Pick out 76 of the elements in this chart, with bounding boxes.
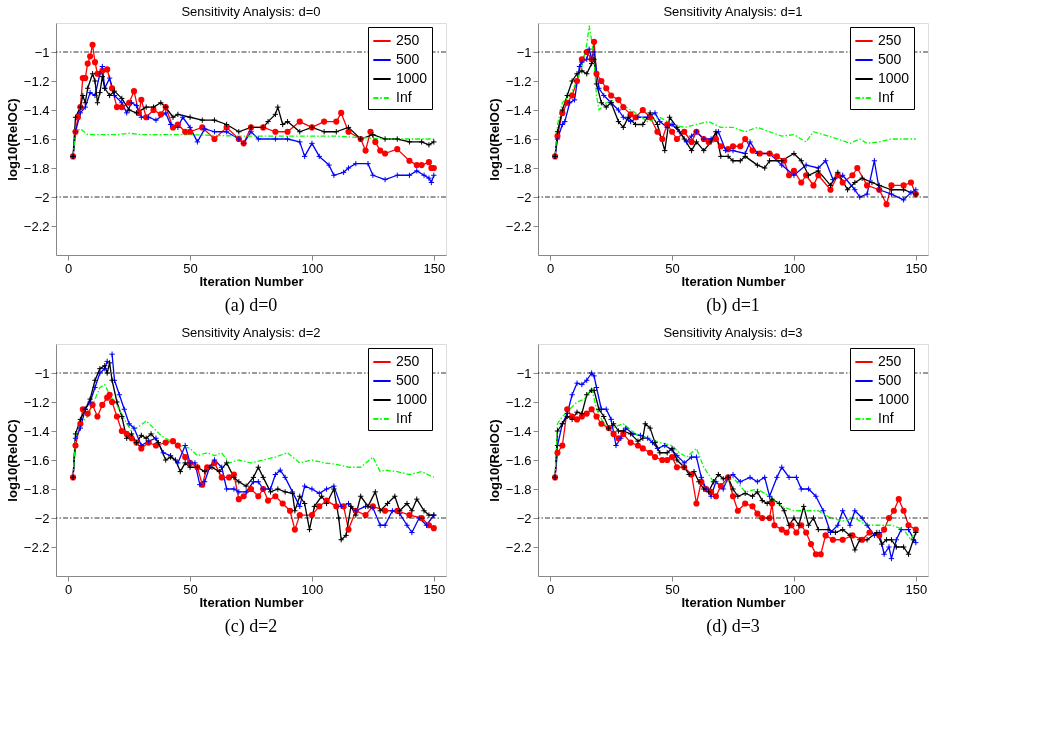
legend-label: Inf [396,89,412,105]
legend-label: 500 [396,372,420,388]
y-tick-label: −1.8 [505,481,532,497]
y-tick-label: −2.2 [23,218,50,234]
text: (b) d=1 [706,295,760,316]
x-tick-label: 50 [183,581,198,597]
x-tick-label: 100 [301,260,324,276]
legend-label: 250 [878,32,902,48]
legend-label: 1000 [396,70,428,86]
chart-title: Sensitivity Analysis: d=2 [181,325,321,340]
text: (a) d=0 [224,295,278,316]
y-axis-title: log10(RelOC) [486,98,502,181]
y-tick-label: −1.2 [23,73,50,89]
x-tick-label: 100 [783,260,806,276]
y-tick-label: −1.2 [23,394,50,410]
x-tick-label: 150 [423,260,446,276]
y-tick-label: −1.8 [505,160,532,176]
legend-label: 1000 [878,70,910,86]
legend-label: 250 [878,353,902,369]
legend-label: 1000 [878,391,910,407]
y-tick-label: −2.2 [505,539,532,555]
y-tick-label: −1.2 [505,73,532,89]
x-axis-title: Iteration Number [681,594,786,610]
x-axis-title: Iteration Number [681,273,786,289]
y-tick-label: −2.2 [505,218,532,234]
y-tick-label: −1.6 [505,131,532,147]
x-axis-title: Iteration Number [199,273,304,289]
x-axis-title: Iteration Number [199,594,304,610]
y-tick-label: −1.2 [505,394,532,410]
legend-label: Inf [878,89,894,105]
legend-label: 500 [878,372,902,388]
x-tick-label: 0 [65,260,73,276]
y-tick-label: −2 [34,189,50,205]
chart-title: Sensitivity Analysis: d=0 [181,4,321,19]
legend-label: 1000 [396,391,428,407]
y-tick-label: −1 [516,44,532,60]
legend-label: Inf [396,410,412,426]
y-tick-label: −2.2 [23,539,50,555]
y-tick-label: −1 [34,44,50,60]
y-tick-label: −1.8 [23,160,50,176]
y-tick-label: −2 [516,189,532,205]
y-tick-label: −1 [34,365,50,381]
y-axis-title: log10(RelOC) [486,419,502,502]
text: (d) d=3 [706,616,760,637]
legend-label: 250 [396,353,420,369]
legend-label: 500 [878,51,902,67]
x-tick-label: 0 [65,581,73,597]
y-tick-label: −1 [516,365,532,381]
x-tick-label: 0 [547,581,555,597]
x-tick-label: 150 [423,581,446,597]
y-tick-label: −2 [34,510,50,526]
legend-label: 250 [396,32,420,48]
chart-title: Sensitivity Analysis: d=1 [663,4,803,19]
y-tick-label: −2 [516,510,532,526]
y-tick-label: −1.4 [23,423,50,439]
legend-label: Inf [878,410,894,426]
x-tick-label: 50 [665,260,680,276]
x-tick-label: 100 [301,581,324,597]
y-axis-title: log10(RelOC) [4,419,20,502]
x-tick-label: 150 [905,260,928,276]
x-tick-label: 50 [665,581,680,597]
y-tick-label: −1.6 [505,452,532,468]
y-tick-label: −1.6 [23,131,50,147]
x-tick-label: 100 [783,581,806,597]
y-axis-title: log10(RelOC) [4,98,20,181]
y-tick-label: −1.8 [23,481,50,497]
legend-label: 500 [396,51,420,67]
y-tick-label: −1.4 [505,102,532,118]
x-tick-label: 150 [905,581,928,597]
y-tick-label: −1.6 [23,452,50,468]
x-tick-label: 0 [547,260,555,276]
chart-title: Sensitivity Analysis: d=3 [663,325,803,340]
text: (c) d=2 [224,616,278,637]
x-tick-label: 50 [183,260,198,276]
y-tick-label: −1.4 [505,423,532,439]
y-tick-label: −1.4 [23,102,50,118]
